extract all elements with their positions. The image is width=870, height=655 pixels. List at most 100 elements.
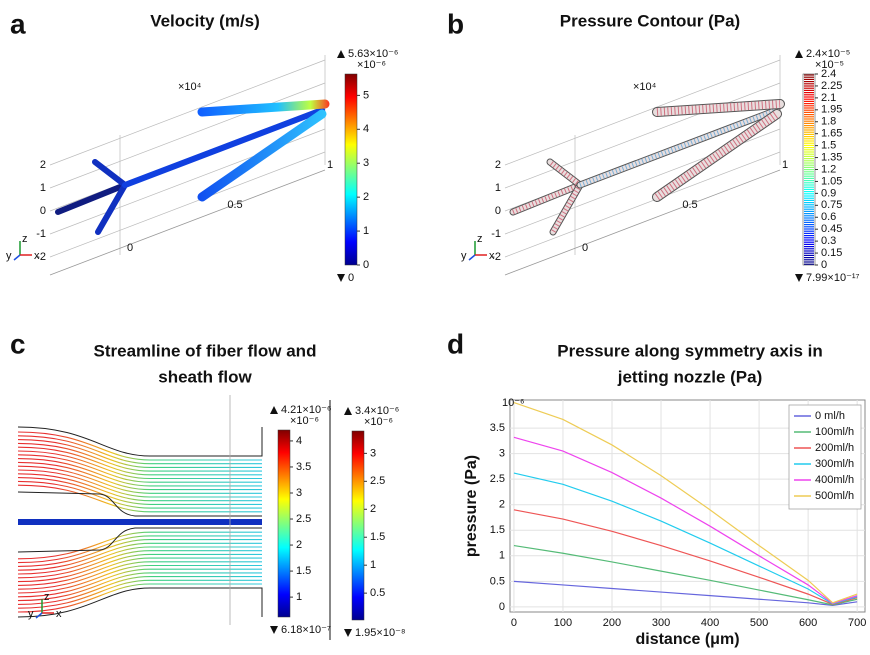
- colorbar-tick-label: 1.8: [821, 116, 836, 128]
- series-line: [513, 544, 858, 606]
- colorbar-tick-label: 0.75: [821, 199, 842, 211]
- y-tick-label: 3: [499, 448, 505, 460]
- series-line: [513, 472, 858, 605]
- panel-label: b: [447, 8, 464, 39]
- colorbar-exponent: ×10⁻⁶: [290, 415, 319, 427]
- y-tick-label: 3.5: [490, 422, 505, 434]
- legend: [788, 404, 862, 510]
- streamline: [17, 579, 262, 609]
- triad-label: y: [28, 608, 34, 620]
- x-tick-label: 0: [127, 242, 133, 254]
- y-tick-label: 1: [499, 550, 505, 562]
- min-marker: [795, 274, 803, 282]
- z-tick-label: -1: [36, 228, 46, 240]
- x-tick-label: 600: [799, 617, 817, 629]
- panel-label: d: [447, 328, 464, 359]
- z-tick-label: -2: [491, 251, 501, 263]
- scale-label: ×10⁴: [633, 81, 657, 93]
- colorbar-tick-label: 2: [370, 503, 376, 515]
- triad-label: y: [461, 250, 467, 262]
- x-tick-label: 700: [848, 617, 866, 629]
- channel: [509, 181, 584, 216]
- x-tick-label: 1: [782, 159, 788, 171]
- triad-y: [35, 612, 43, 619]
- colorbar-tick-label: 2: [296, 539, 302, 551]
- channel-surface: [95, 182, 128, 235]
- panel-title: sheath flow: [158, 367, 252, 386]
- colorbar-exponent: ×10⁻⁶: [357, 59, 386, 71]
- colorbar-tick-label: 1: [296, 591, 302, 603]
- streamline: [17, 568, 262, 598]
- box-grid: [49, 169, 326, 276]
- channel: [92, 159, 128, 188]
- colorbar-tick-label: 1.5: [296, 565, 311, 577]
- wall: [17, 587, 263, 618]
- max-marker: [344, 407, 352, 415]
- y-tick-label: 2.5: [490, 473, 505, 485]
- colorbar-tick-label: 0.5: [370, 587, 385, 599]
- colorbar-tick-label: 5: [363, 89, 369, 101]
- streamline: [17, 461, 262, 491]
- streamline: [17, 435, 262, 465]
- colorbar-tick-label: 3: [370, 447, 376, 459]
- x-tick-label: 300: [652, 617, 670, 629]
- z-tick-label: 1: [495, 182, 501, 194]
- channel-surface: [197, 99, 330, 117]
- channel: [546, 158, 584, 189]
- max-marker: [337, 50, 345, 58]
- colorbar-tick-label: 4: [296, 435, 302, 447]
- z-tick-label: -2: [36, 251, 46, 263]
- triad-label: x: [34, 250, 40, 262]
- y-tick-label: 0.5: [490, 575, 505, 587]
- x-tick-label: 0: [511, 617, 517, 629]
- channel: [95, 182, 128, 235]
- triad-y: [13, 254, 21, 261]
- colorbar-tick-label: 2.4: [821, 68, 836, 80]
- streamline: [17, 465, 262, 494]
- streamline: [17, 535, 262, 564]
- z-tick-label: 2: [495, 159, 501, 171]
- colorbar-tick-label: 0.3: [821, 235, 836, 247]
- triad-label: z: [22, 233, 28, 245]
- colorbar-tick-label: 2.5: [296, 513, 311, 525]
- channel: [652, 109, 782, 202]
- colorbar-tick-label: 2.5: [370, 475, 385, 487]
- legend-label: 0 ml/h: [815, 410, 845, 422]
- colorbar-exponent: ×10⁻⁶: [364, 416, 393, 428]
- colorbar-tick-label: 3: [363, 157, 369, 169]
- series-line: [513, 509, 858, 605]
- colorbar-tick-label: 1.95: [821, 104, 842, 116]
- legend-label: 500ml/h: [815, 490, 854, 502]
- colorbar: [277, 429, 291, 618]
- colorbar-tick-label: 1.5: [821, 140, 836, 152]
- contour-lines: [548, 160, 582, 187]
- streamline: [17, 473, 262, 502]
- streamline: [17, 553, 262, 583]
- streamline: [17, 576, 262, 605]
- y-axis-title: pressure (Pa): [463, 455, 480, 557]
- streamline: [17, 550, 262, 579]
- colorbar-min-label: 0: [348, 272, 354, 284]
- colorbar-tick-label: 3: [296, 487, 302, 499]
- channel: [576, 106, 781, 189]
- z-tick-label: -1: [491, 228, 501, 240]
- colorbar-tick-label: 1.5: [370, 531, 385, 543]
- channel: [122, 107, 325, 188]
- box-grid: [504, 59, 781, 166]
- streamline: [17, 458, 262, 487]
- streamline: [17, 484, 262, 513]
- wall: [17, 527, 262, 553]
- channel-surface: [550, 182, 583, 235]
- colorbar-tick-label: 0: [821, 259, 827, 271]
- colorbar-tick-label: 1: [370, 559, 376, 571]
- colorbar-tick-label: 4: [363, 123, 369, 135]
- streamline: [17, 542, 262, 571]
- colorbar-tick-label: 0.9: [821, 187, 836, 199]
- colorbar-max-label: 2.4×10⁻⁵: [806, 48, 850, 60]
- box-grid: [504, 82, 781, 189]
- channel-surface: [92, 159, 128, 188]
- streamline: [17, 531, 262, 560]
- streamline: [17, 450, 262, 480]
- box-grid: [49, 151, 326, 258]
- panel-title: jetting nozzle (Pa): [617, 367, 763, 386]
